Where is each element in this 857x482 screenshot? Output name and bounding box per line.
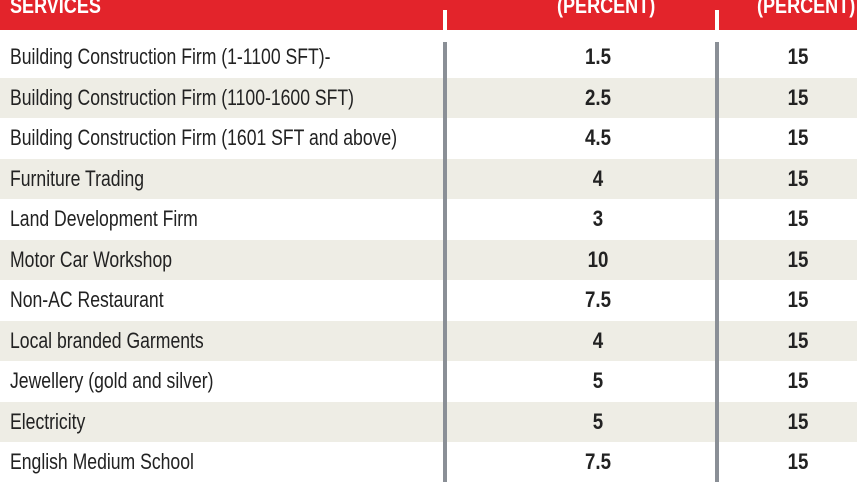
service-cell: Electricity	[10, 408, 86, 434]
table-header: SERVICES (PERCENT) (PERCENT)	[0, 0, 857, 30]
table-row: Motor Car Workshop 10 15	[0, 239, 857, 280]
table-row: Electricity 5 15	[0, 401, 857, 442]
rate-cell: 7.5	[584, 287, 612, 312]
service-cell: Building Construction Firm (1100-1600 SF…	[10, 84, 354, 110]
rate-cell: 3	[592, 206, 604, 231]
table-row: Land Development Firm 3 15	[0, 199, 857, 240]
service-cell: Motor Car Workshop	[10, 246, 173, 272]
service-cell: Building Construction Firm (1601 SFT and…	[10, 125, 398, 150]
table-row: Jewellery (gold and silver) 5 15	[0, 361, 857, 402]
rate-cell: 4.5	[584, 125, 612, 150]
rate-cell: 2.5	[584, 84, 612, 110]
column-divider	[443, 42, 447, 482]
header-cell: (PERCENT)	[557, 0, 656, 18]
service-cell: Jewellery (gold and silver)	[10, 368, 214, 393]
rate-cell: 15	[787, 44, 809, 69]
rate-cell: 15	[787, 206, 809, 231]
rate-cell: 1.5	[584, 44, 612, 69]
rate-cell: 7.5	[584, 449, 612, 474]
service-cell: Furniture Trading	[10, 165, 145, 191]
service-cell: Land Development Firm	[10, 206, 198, 231]
rate-cell: 15	[787, 287, 809, 312]
table-row: Building Construction Firm (1100-1600 SF…	[0, 77, 857, 118]
header-divider	[443, 10, 447, 30]
table-row: Building Construction Firm (1-1100 SFT)-…	[0, 37, 857, 78]
rate-cell: 5	[592, 408, 604, 434]
service-cell: Local branded Garments	[10, 327, 204, 353]
table-row: Local branded Garments 4 15	[0, 320, 857, 361]
rate-cell: 4	[592, 165, 604, 191]
rate-cell: 15	[787, 84, 809, 110]
table-row: Non-AC Restaurant 7.5 15	[0, 280, 857, 321]
rate-cell: 15	[787, 368, 809, 393]
header-divider	[715, 10, 719, 30]
rate-cell: 15	[787, 327, 809, 353]
rate-cell: 4	[592, 327, 604, 353]
service-cell: Building Construction Firm (1-1100 SFT)-	[10, 44, 331, 69]
rate-cell: 15	[787, 408, 809, 434]
header-cell: (PERCENT)	[757, 0, 856, 18]
column-divider	[715, 42, 719, 482]
service-cell: English Medium School	[10, 449, 194, 474]
rate-cell: 15	[787, 449, 809, 474]
table-row: English Medium School 7.5 15	[0, 442, 857, 482]
table-row: Furniture Trading 4 15	[0, 158, 857, 199]
rate-cell: 15	[787, 125, 809, 150]
rate-cell: 5	[592, 368, 604, 393]
table-row: Building Construction Firm (1601 SFT and…	[0, 118, 857, 159]
rate-cell: 10	[587, 246, 609, 272]
rate-cell: 15	[787, 246, 809, 272]
rate-cell: 15	[787, 165, 809, 191]
header-cell: SERVICES	[10, 0, 101, 18]
service-cell: Non-AC Restaurant	[10, 287, 164, 312]
